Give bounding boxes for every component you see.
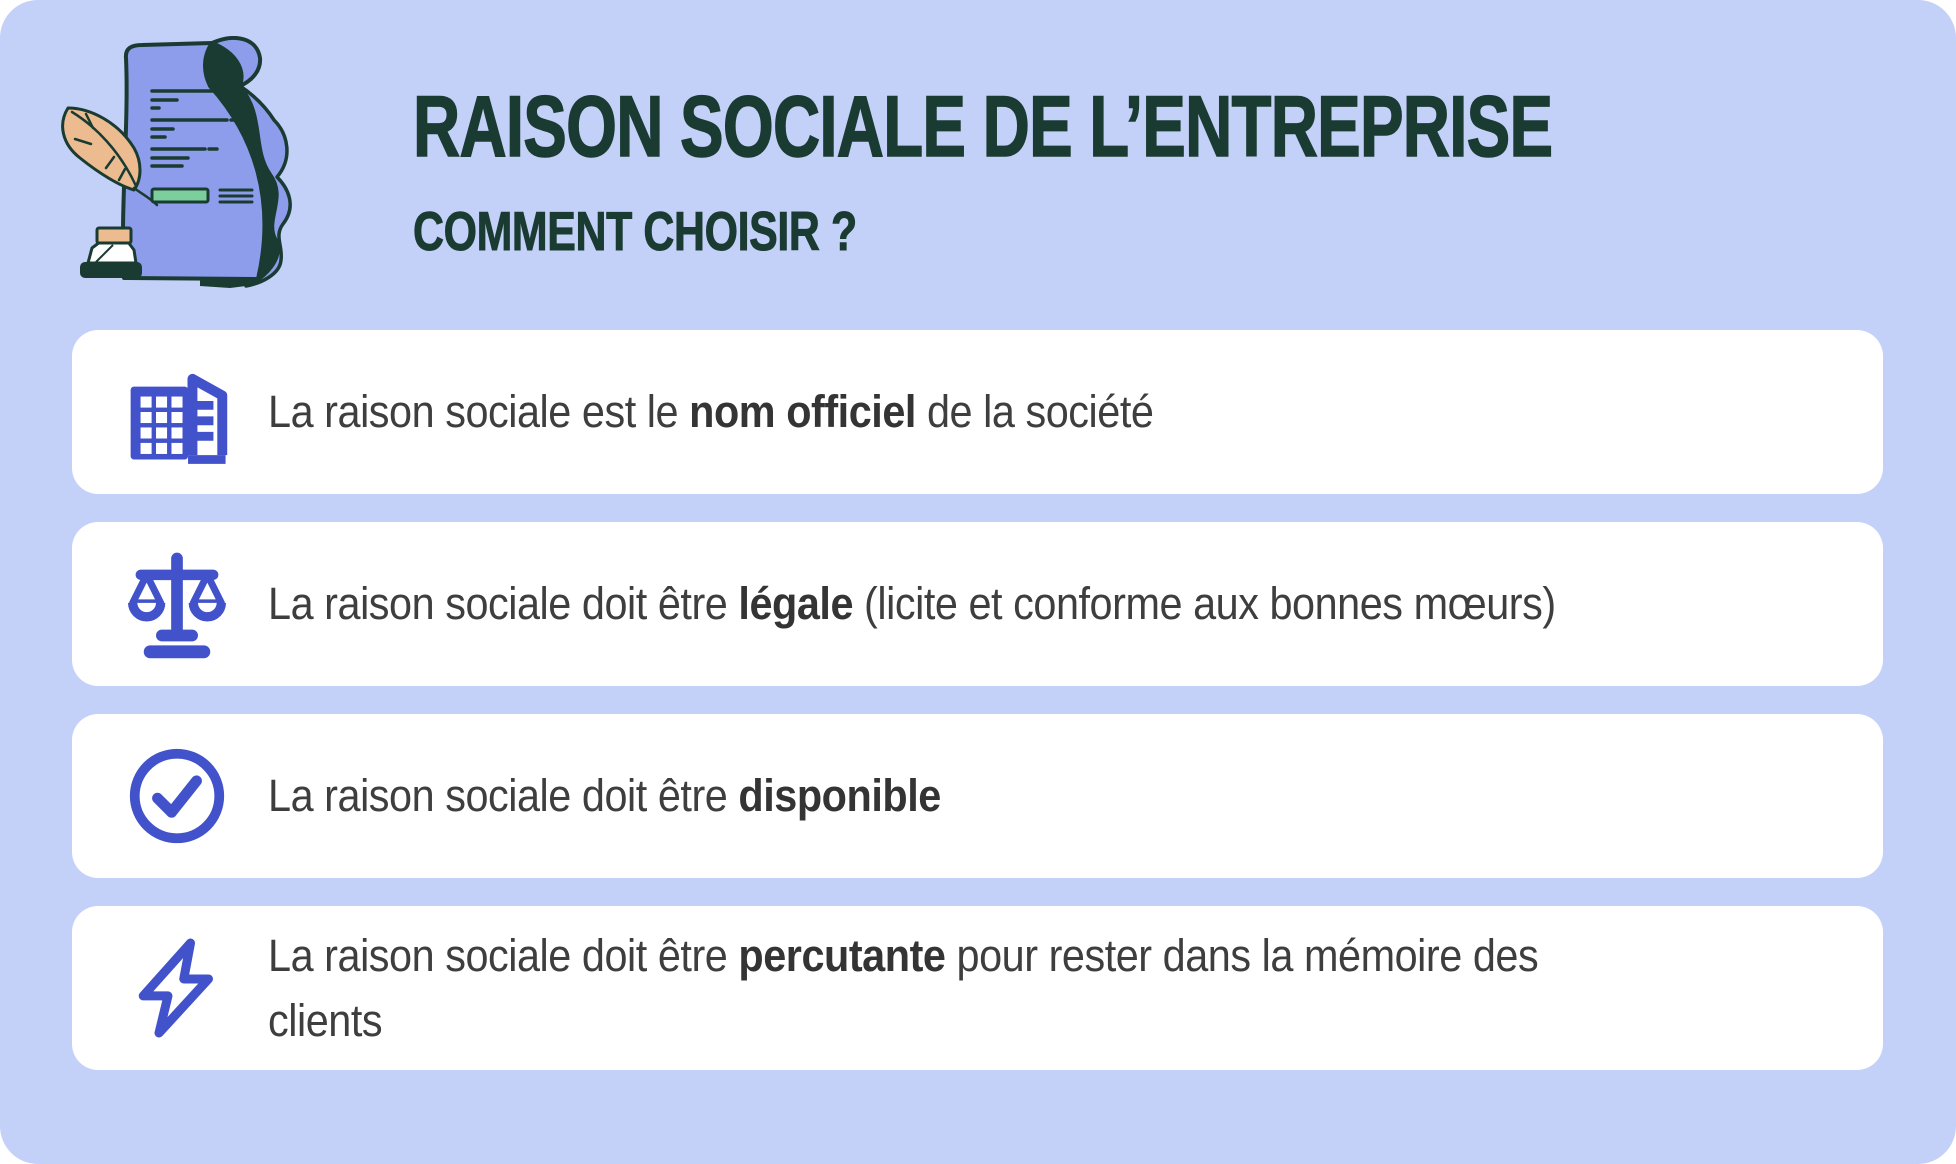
text-line2: clients: [268, 995, 383, 1046]
scroll-quill-illustration: [61, 36, 292, 289]
text-post: pour rester dans la mémoire des: [945, 929, 1539, 981]
card-text: La raison sociale doit être disponible: [268, 763, 941, 828]
cards-list: La raison sociale est le nom officiel de…: [72, 330, 1883, 1070]
card-text: La raison sociale doit être percutante p…: [268, 923, 1539, 1054]
check-circle-icon: [112, 731, 242, 861]
card-memorable: La raison sociale doit être percutante p…: [72, 906, 1883, 1070]
lightning-bolt-icon: [112, 923, 242, 1053]
page-subtitle: COMMENT CHOISIR ?: [413, 200, 858, 262]
card-legal: La raison sociale doit être légale (lici…: [72, 522, 1883, 686]
card-text: La raison sociale est le nom officiel de…: [268, 379, 1154, 444]
text-bold: disponible: [738, 770, 941, 822]
text-pre: La raison sociale est le: [268, 386, 690, 438]
building-icon: [112, 347, 242, 477]
text-post: (licite et conforme aux bonnes mœurs): [853, 578, 1556, 630]
card-official-name: La raison sociale est le nom officiel de…: [72, 330, 1883, 494]
text-bold: percutante: [738, 929, 946, 981]
card-available: La raison sociale doit être disponible: [72, 714, 1883, 878]
text-pre: La raison sociale doit être: [268, 770, 739, 822]
card-text: La raison sociale doit être légale (lici…: [268, 571, 1556, 636]
page-title: RAISON SOCIALE DE L’ENTREPRISE: [412, 79, 1553, 175]
text-pre: La raison sociale doit être: [268, 929, 739, 981]
text-bold: nom officiel: [689, 386, 916, 438]
text-pre: La raison sociale doit être: [268, 578, 739, 630]
text-post: de la société: [915, 386, 1154, 438]
text-bold: légale: [738, 578, 854, 630]
scales-of-justice-icon: [112, 539, 242, 669]
